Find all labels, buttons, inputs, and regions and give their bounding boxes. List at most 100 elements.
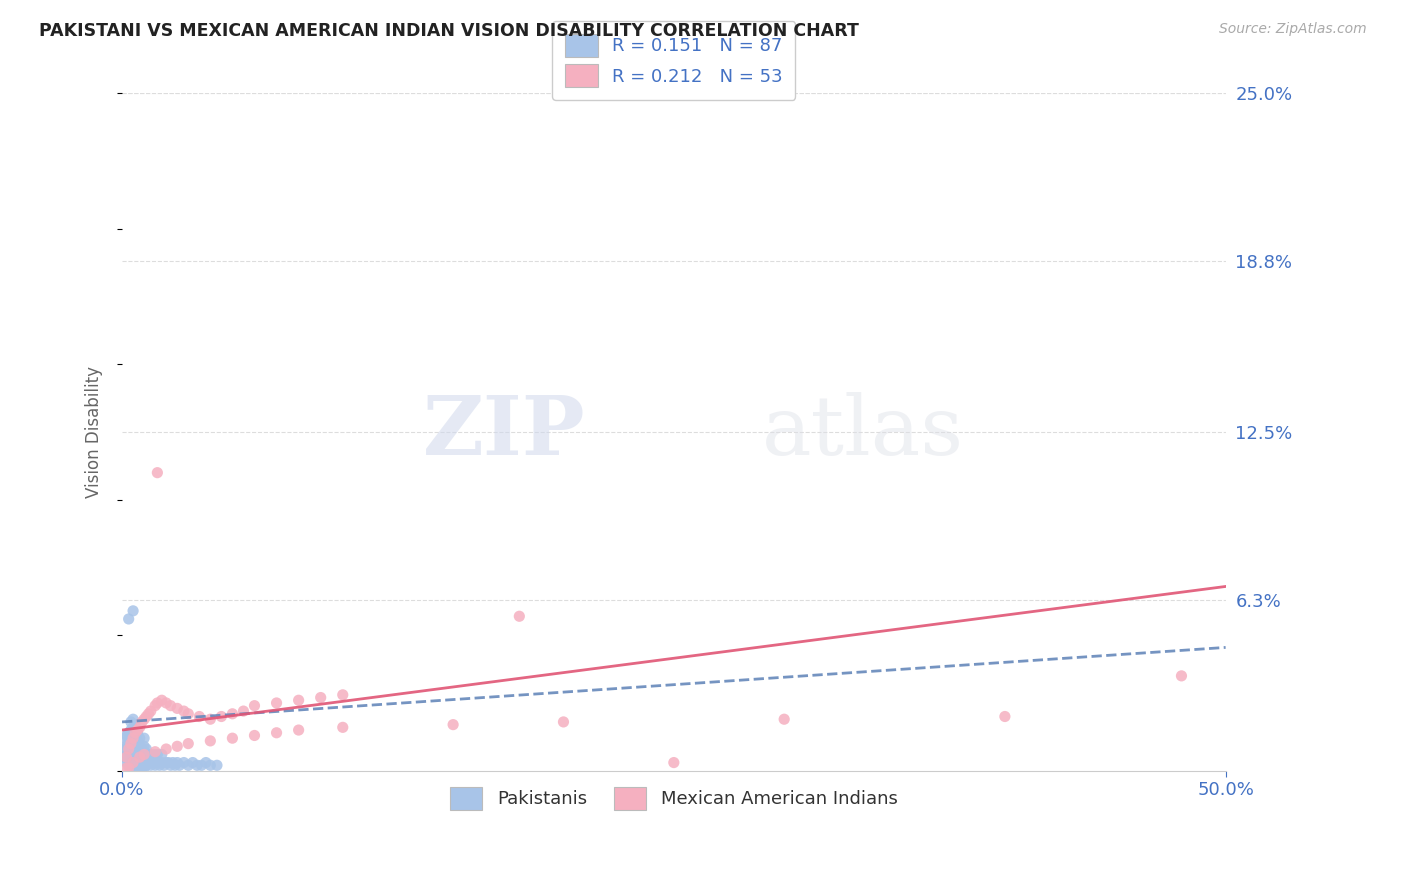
Point [508,609,530,624]
Point [120,714,142,729]
Point [194,756,217,770]
Point [127,742,149,756]
Point [124,756,146,770]
Point [118,761,141,775]
Point [122,742,145,756]
Point [128,720,150,734]
Point [127,725,149,739]
Point [166,739,188,754]
Point [243,698,266,713]
Point [148,758,170,772]
Point [146,696,169,710]
Point [131,714,153,729]
Point [169,758,191,772]
Point [124,747,146,762]
Point [115,750,138,764]
Point [200,712,222,726]
Point [134,731,156,746]
Point [205,758,228,772]
Point [142,756,165,770]
Point [122,720,145,734]
Point [139,704,162,718]
Point [118,750,141,764]
Point [146,756,169,770]
Point [155,696,177,710]
Point [135,750,157,764]
Point [266,725,288,739]
Point [150,693,173,707]
Point [155,742,177,756]
Point [135,742,157,756]
Point [138,706,160,721]
Point [118,742,141,756]
Point [128,731,150,746]
Point [127,761,149,775]
Point [157,756,180,770]
Point [134,712,156,726]
Point [159,698,181,713]
Point [134,739,156,754]
Point [153,758,176,772]
Point [124,761,146,775]
Point [124,717,146,731]
Point [120,731,142,746]
Point [309,690,332,705]
Point [122,604,145,618]
Point [186,758,208,772]
Point [221,731,243,746]
Point [115,729,138,743]
Point [134,761,156,775]
Point [122,731,145,746]
Point [166,701,188,715]
Point [122,756,145,770]
Point [120,761,142,775]
Point [131,750,153,764]
Point [200,734,222,748]
Point [135,758,157,772]
Point [112,731,135,746]
Point [138,747,160,762]
Text: ZIP: ZIP [423,392,585,472]
Point [127,758,149,772]
Point [441,717,464,731]
Point [166,756,188,770]
Point [120,747,142,762]
Point [128,747,150,762]
Point [209,709,232,723]
Point [150,747,173,762]
Point [118,734,141,748]
Point [150,756,173,770]
Point [1170,669,1192,683]
Point [112,742,135,756]
Point [120,723,142,737]
Point [994,709,1017,723]
Point [163,758,186,772]
Point [173,756,195,770]
Point [131,761,153,775]
Point [332,720,354,734]
Point [120,739,142,754]
Point [181,756,204,770]
Point [155,756,177,770]
Text: atlas: atlas [762,392,965,472]
Point [143,745,166,759]
Point [120,737,142,751]
Point [122,737,145,751]
Point [221,706,243,721]
Point [120,756,142,770]
Point [128,756,150,770]
Point [122,750,145,764]
Text: PAKISTANI VS MEXICAN AMERICAN INDIAN VISION DISABILITY CORRELATION CHART: PAKISTANI VS MEXICAN AMERICAN INDIAN VIS… [39,22,859,40]
Point [134,747,156,762]
Point [662,756,685,770]
Point [232,704,254,718]
Point [177,737,200,751]
Point [128,750,150,764]
Point [124,725,146,739]
Point [143,758,166,772]
Point [127,750,149,764]
Point [127,734,149,748]
Point [122,729,145,743]
Point [138,756,160,770]
Text: Source: ZipAtlas.com: Source: ZipAtlas.com [1219,22,1367,37]
